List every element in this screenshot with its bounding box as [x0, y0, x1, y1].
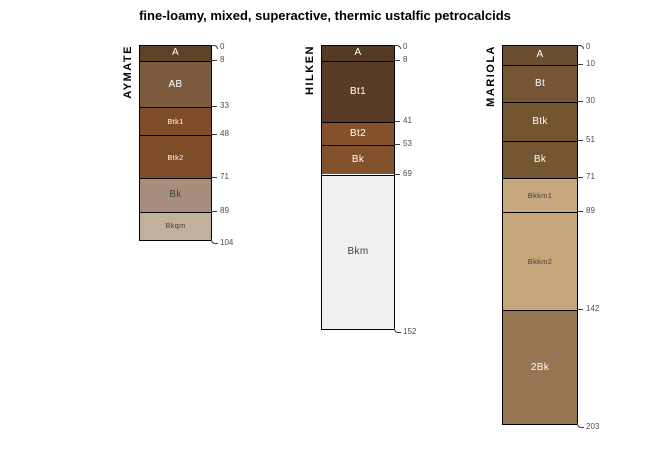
horizon-label: Bkkm2	[527, 256, 553, 266]
depth-tick-curve	[577, 423, 584, 428]
depth-tick-label: 89	[586, 205, 595, 215]
horizon-label: Btk1	[167, 117, 184, 127]
depth-tick-label: 142	[586, 304, 600, 314]
profile-column: A Bt1 Bt2 Bk Bkm	[321, 45, 395, 330]
horizon-label: Bkm	[347, 246, 369, 258]
depth-tick-label: 30	[586, 95, 595, 105]
depth-tick	[577, 140, 583, 141]
horizon-rect: Bt1	[322, 60, 394, 123]
horizon-rect: A	[140, 46, 211, 61]
plot-title: fine-loamy, mixed, superactive, thermic …	[139, 8, 511, 23]
profile-column: A AB Btk1 Btk2 Bk Bkqm	[139, 45, 212, 241]
depth-tick-curve	[394, 328, 401, 333]
depth-tick-label: 203	[586, 422, 600, 431]
depth-tick	[211, 134, 217, 136]
profile-name-label: MARIOLA	[485, 45, 497, 107]
depth-tick-label: 0	[220, 42, 225, 51]
depth-tick-label: 0	[403, 42, 408, 51]
horizon-label: Bk	[351, 154, 365, 166]
depth-tick	[577, 309, 583, 311]
horizon-rect: Bkm	[322, 174, 394, 329]
depth-tick-label: 71	[586, 172, 595, 182]
profile-name-label: HILKEN	[304, 45, 316, 95]
horizon-rect: Btk1	[140, 107, 211, 136]
depth-tick-label: 8	[403, 54, 408, 64]
depth-tick	[394, 121, 400, 123]
depth-tick-label: 10	[586, 58, 595, 68]
horizon-rect: AB	[140, 60, 211, 108]
horizon-label: Bt2	[350, 127, 366, 139]
depth-tick-label: 104	[220, 237, 234, 247]
profile-column: A Bt Btk Bk Bkkm1 Bkkm2 2Bk	[502, 45, 578, 425]
depth-tick	[577, 177, 583, 179]
horizon-rect: 2Bk	[503, 310, 577, 424]
depth-tick-curve	[211, 45, 218, 49]
depth-tick	[394, 173, 400, 175]
horizon-rect: A	[322, 46, 394, 61]
horizon-rect: Btk2	[140, 135, 211, 179]
horizon-label: Bkkm1	[527, 190, 553, 200]
depth-tick-label: 89	[220, 205, 229, 215]
depth-tick-label: 48	[220, 129, 229, 139]
depth-tick	[394, 143, 400, 145]
horizon-label: Bk	[169, 189, 182, 201]
horizon-label: 2Bk	[530, 361, 550, 373]
horizon-rect: Bkqm	[140, 211, 211, 240]
profile-name-label: AYMATE	[122, 45, 134, 99]
depth-tick	[577, 210, 583, 212]
horizon-rect: Bt2	[322, 122, 394, 145]
depth-tick	[211, 59, 217, 61]
depth-tick-curve	[577, 45, 584, 49]
horizon-rect: Bt	[503, 64, 577, 102]
horizon-label: A	[536, 49, 544, 61]
depth-tick	[211, 177, 217, 179]
horizon-label: Btk	[532, 115, 548, 127]
depth-tick	[577, 100, 583, 102]
horizon-label: Btk2	[167, 152, 184, 162]
depth-tick-label: 8	[220, 54, 225, 64]
depth-tick-label: 41	[403, 116, 412, 126]
horizon-label: Bt	[534, 77, 546, 89]
depth-tick-label: 33	[220, 101, 229, 111]
depth-tick-label: 152	[403, 327, 417, 336]
horizon-label: A	[172, 47, 179, 59]
depth-tick	[577, 63, 583, 65]
horizon-rect: A	[503, 46, 577, 65]
horizon-label: A	[354, 47, 362, 59]
horizon-rect: Bkkm1	[503, 178, 577, 212]
depth-tick-label: 51	[586, 135, 595, 144]
horizon-rect: Bkkm2	[503, 211, 577, 311]
depth-tick-label: 69	[403, 168, 412, 178]
horizon-rect: Btk	[503, 101, 577, 141]
horizon-rect: Bk	[140, 178, 211, 212]
depth-tick	[211, 106, 217, 108]
horizon-label: Bk	[533, 154, 547, 166]
depth-tick-curve	[394, 45, 401, 49]
depth-tick	[394, 59, 400, 61]
horizon-label: AB	[168, 78, 183, 90]
horizon-label: Bt1	[350, 86, 366, 98]
horizon-rect: Bk	[503, 141, 577, 179]
depth-tick-label: 71	[220, 172, 229, 182]
horizon-rect: Bk	[322, 144, 394, 175]
horizon-label: Bkqm	[165, 221, 186, 231]
depth-tick-label: 53	[403, 138, 412, 148]
depth-tick-curve	[211, 238, 218, 244]
depth-tick-label: 0	[586, 42, 591, 51]
depth-tick	[211, 210, 217, 212]
